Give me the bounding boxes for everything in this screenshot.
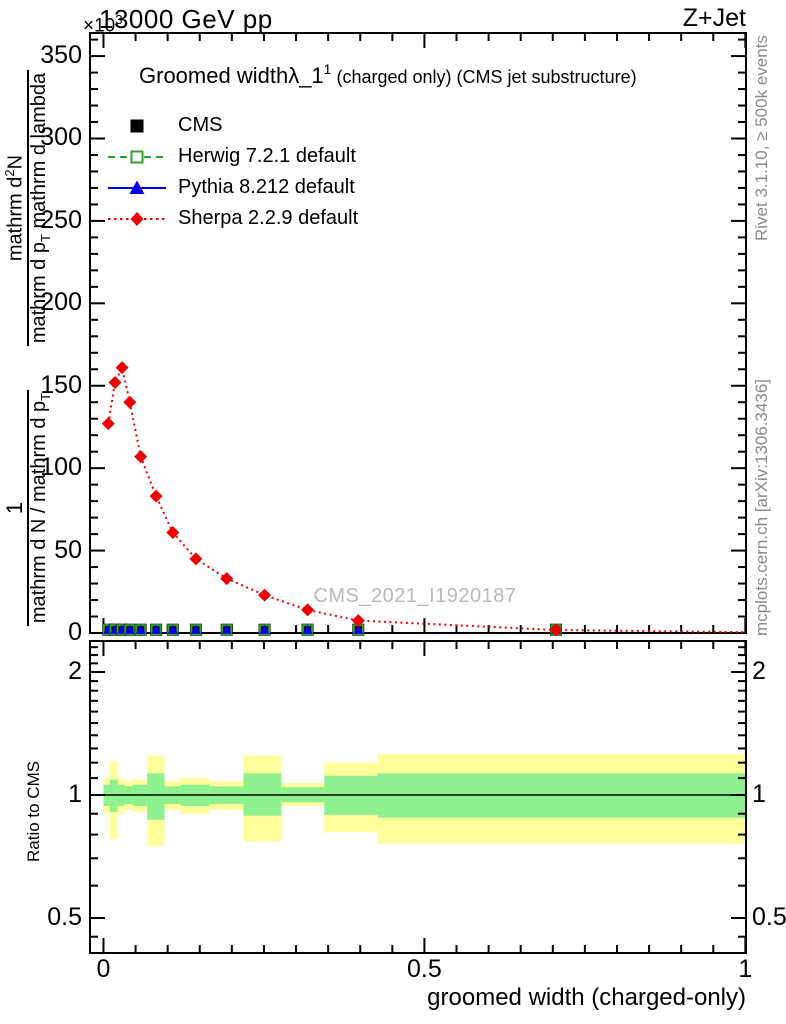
legend-item-sherpa: Sherpa 2.2.9 default — [106, 203, 358, 234]
plot-title-lambda: λ_1 — [288, 63, 324, 88]
pythia-marker — [135, 624, 146, 634]
sherpa-diamond — [149, 489, 163, 503]
filled-triangle-swatch-icon — [108, 180, 166, 194]
legend-item-cms: CMS — [106, 110, 358, 141]
y-axis-tick-labels: 0 50 100 150 200 250 300 350 — [0, 0, 86, 646]
sherpa-diamond — [258, 588, 272, 602]
ratio-tick-label-left-1: 1 — [68, 780, 82, 808]
y-scale-exponent: 3 — [115, 12, 123, 27]
legend-label: Pythia 8.212 default — [178, 176, 355, 198]
pythia-marker — [167, 624, 178, 634]
plot-title-qualifier: (charged only) (CMS jet substructure) — [331, 67, 637, 87]
legend-item-pythia: Pythia 8.212 default — [106, 172, 358, 203]
y-tick-label-350: 350 — [40, 41, 82, 70]
sherpa-diamond — [189, 552, 203, 566]
plot-title-superscript: 1 — [323, 61, 332, 77]
pythia-marker — [221, 624, 232, 634]
ratio-tick-label-right-0.5: 0.5 — [752, 903, 786, 931]
y-tick-label-50: 50 — [54, 535, 82, 564]
y-tick-label-100: 100 — [40, 453, 82, 482]
ratio-tick-label-right-1: 1 — [752, 780, 766, 808]
ratio-tick-label-left-0.5: 0.5 — [47, 903, 82, 931]
sherpa-diamond — [123, 395, 137, 409]
ratio-tick-label-left-2: 2 — [68, 657, 82, 685]
legend: CMS Herwig 7.2.1 default Pythia 8.212 defa… — [106, 110, 358, 234]
side-note-rivet: Rivet 3.1.10, ≥ 500k events — [752, 35, 771, 241]
y-tick-label-0: 0 — [68, 618, 82, 646]
legend-item-herwig: Herwig 7.2.1 default — [106, 141, 358, 172]
open-square-swatch-icon — [108, 150, 166, 163]
plot-title-main: Groomed width — [139, 63, 289, 88]
legend-label: Sherpa 2.2.9 default — [178, 207, 359, 229]
y-tick-label-300: 300 — [40, 123, 82, 152]
sherpa-diamond — [549, 623, 563, 637]
sherpa-diamond — [166, 525, 180, 539]
main-panel-frame — [89, 32, 747, 634]
pythia-marker — [353, 624, 364, 634]
y-tick-label-150: 150 — [40, 370, 82, 399]
x-axis-label: groomed width (charged-only) — [427, 984, 746, 1011]
filled-square-swatch-icon — [130, 119, 144, 132]
sherpa-line — [107, 364, 747, 634]
ratio-uncertainty-bands — [103, 753, 746, 847]
pythia-marker — [259, 624, 270, 634]
plot-title: Groomed widthλ_11 (charged only) (CMS je… — [139, 61, 637, 89]
x-tick-label-1: 1 — [738, 955, 753, 983]
watermark: CMS_2021_I1920187 — [313, 585, 517, 607]
sherpa-diamond — [115, 361, 129, 375]
x-tick-label-0: 0 — [96, 955, 111, 983]
legend-label: Herwig 7.2.1 default — [178, 145, 356, 167]
y-tick-label-200: 200 — [40, 288, 82, 317]
filled-diamond-swatch-icon — [108, 211, 166, 226]
side-note-mcplots: mcplots.cern.ch [arXiv:1306.3436] — [752, 378, 771, 636]
pythia-marker — [151, 624, 162, 634]
y-scale-base: ×10 — [83, 15, 116, 37]
x-tick-label-0.5: 0.5 — [407, 955, 442, 983]
sherpa-diamond — [301, 603, 315, 617]
sherpa-diamond — [220, 572, 234, 586]
sherpa-diamond — [351, 614, 365, 628]
sherpa-diamond — [134, 450, 148, 464]
ratio-tick-label-right-2: 2 — [752, 657, 766, 685]
sherpa-markers — [101, 361, 563, 637]
y-tick-label-250: 250 — [40, 205, 82, 234]
pythia-marker — [124, 624, 135, 634]
process-label: Z+Jet — [682, 4, 746, 32]
ratio-panel-frame — [89, 640, 747, 954]
pythia-marker — [302, 624, 313, 634]
sherpa-diamond — [101, 417, 115, 431]
legend-label: CMS — [178, 114, 223, 136]
y-axis-scale-multiplier: ×103 — [83, 12, 122, 37]
pythia-marker — [190, 624, 201, 634]
sherpa-diamond — [108, 375, 122, 389]
page-title-energy: 13000 GeV pp — [99, 4, 273, 34]
ratio-band-green — [147, 773, 165, 820]
axis-ticks — [90, 33, 747, 953]
